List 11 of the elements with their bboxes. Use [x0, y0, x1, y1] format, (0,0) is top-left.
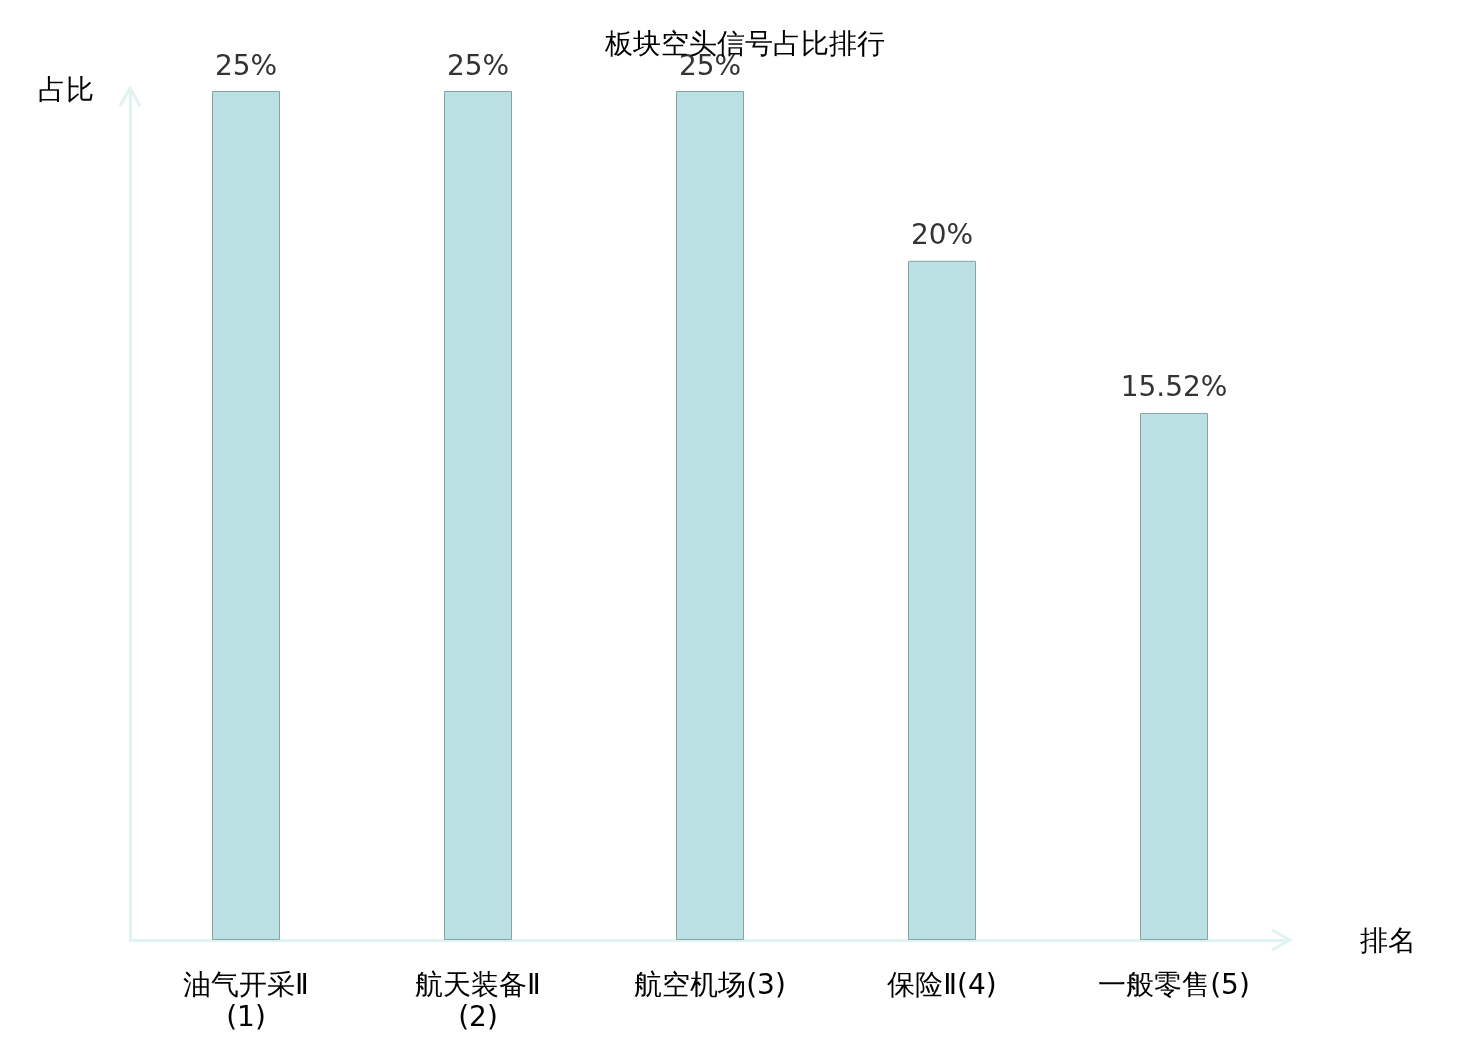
x-tick-label: 一般零售(5)	[1098, 967, 1250, 1001]
x-tick-label: 保险Ⅱ(4)	[887, 967, 997, 1001]
y-axis-title: 占比	[38, 72, 94, 106]
data-label: 25%	[214, 48, 278, 82]
x-tick-label: 航天装备Ⅱ(2)	[415, 967, 541, 1033]
x-tick-label: 油气开采Ⅱ(1)	[183, 967, 309, 1033]
data-label: 15.52%	[1120, 370, 1228, 404]
x-axis-title: 排名	[1360, 923, 1416, 957]
data-label: 20%	[910, 218, 974, 252]
data-label: 25%	[446, 48, 510, 82]
x-tick-label: 航空机场(3)	[634, 967, 786, 1001]
